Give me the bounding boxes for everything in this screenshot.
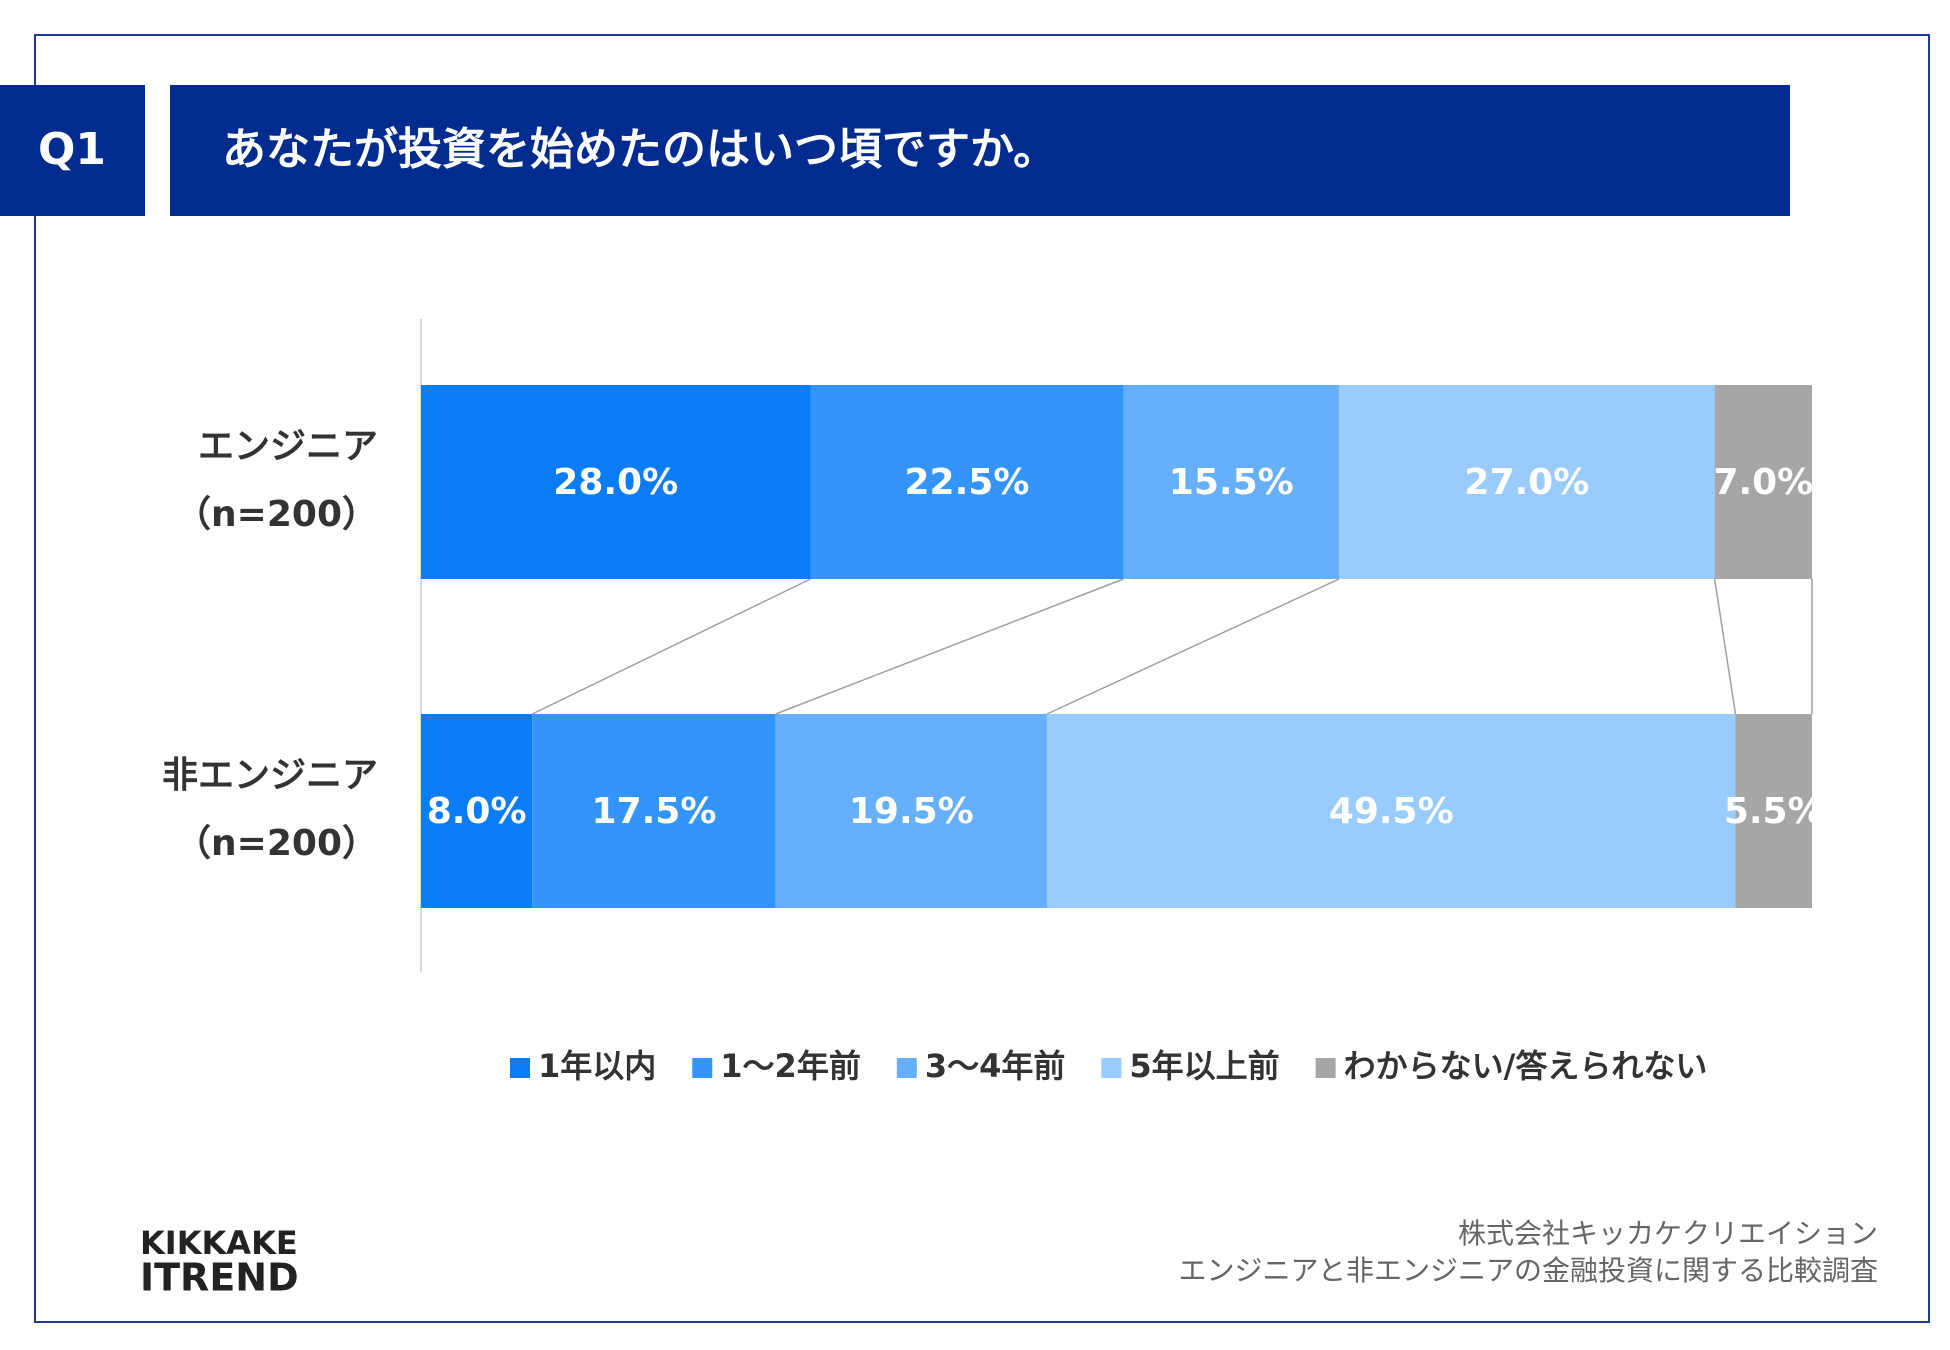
series-line [531, 578, 811, 715]
series-line [775, 578, 1124, 715]
data-label: 17.5% [592, 791, 717, 832]
bar-segment [421, 714, 533, 908]
title-banner [170, 85, 1790, 216]
legend-swatch [1101, 1058, 1122, 1078]
legend-swatch [510, 1058, 530, 1078]
legend-swatch [1315, 1058, 1336, 1078]
data-label: 15.5% [1169, 462, 1294, 503]
footer-company: 株式会社キッカケクリエイション [1458, 1217, 1878, 1250]
legend-label: 1年以内 [538, 1047, 656, 1085]
y-tick-label: 非エンジニア [162, 755, 378, 796]
data-label: 27.0% [1464, 462, 1589, 503]
logo-text: KIKKAKE [140, 1224, 298, 1262]
y-tick-label: エンジニア [198, 426, 378, 467]
bar-segment [1735, 714, 1812, 908]
legend-label: 5年以上前 [1129, 1047, 1279, 1085]
question-badge [0, 85, 145, 216]
legend-swatch [896, 1058, 917, 1078]
series-line [1713, 578, 1737, 715]
logo-text: ITREND [140, 1256, 299, 1300]
y-tick-label: （n=200） [175, 494, 378, 535]
bar-segment [1046, 714, 1736, 908]
logo: KIKKAKE ITREND [140, 1224, 299, 1300]
chart-title: あなたが投資を始めたのはいつ頃ですか。 [222, 124, 1057, 175]
data-label: 19.5% [849, 791, 974, 832]
data-label: 49.5% [1329, 791, 1454, 832]
footer-survey: エンジニアと非エンジニアの金融投資に関する比較調査 [1179, 1254, 1878, 1287]
bar-segment [532, 714, 776, 908]
data-label: 28.0% [553, 462, 678, 503]
series-line [1046, 578, 1340, 715]
legend-label: 1～2年前 [720, 1047, 861, 1085]
data-label: 22.5% [905, 462, 1030, 503]
y-tick-label: （n=200） [175, 823, 378, 864]
bar-segment [775, 714, 1047, 908]
legend-swatch [692, 1058, 713, 1078]
bar-segment [810, 385, 1124, 579]
bar-segment [1714, 385, 1812, 579]
legend-label: 3～4年前 [925, 1047, 1066, 1085]
bar-segment [1339, 385, 1715, 579]
question-number: Q1 [38, 124, 106, 175]
data-label: 5.5% [1724, 791, 1824, 832]
frame [34, 34, 1930, 1323]
data-label: 8.0% [427, 791, 527, 832]
legend-label: わからない/答えられない [1344, 1047, 1708, 1085]
bar-segment [1123, 385, 1340, 579]
bar-segment [421, 385, 811, 579]
data-label: 7.0% [1713, 462, 1813, 503]
